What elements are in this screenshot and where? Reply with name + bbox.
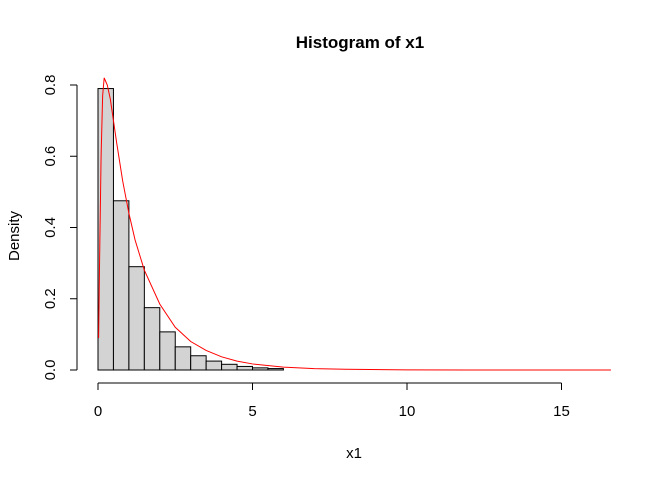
histogram-bar-11 xyxy=(267,368,284,371)
histogram-bar-3 xyxy=(143,307,161,371)
histogram-bar-4 xyxy=(159,331,176,371)
chart-title: Histogram of x1 xyxy=(296,33,424,52)
histogram-bar-1 xyxy=(112,200,130,371)
x-tick-label: 0 xyxy=(94,403,102,420)
y-tick-label: 0.4 xyxy=(42,217,59,238)
histogram-bar-7 xyxy=(205,360,223,371)
x-tick-label: 10 xyxy=(399,403,416,420)
y-tick-label: 0.0 xyxy=(42,360,59,381)
histogram-bars xyxy=(97,88,284,371)
histogram-bar-8 xyxy=(221,363,238,371)
y-axis: 0.0 0.2 0.4 0.6 0.8 xyxy=(42,75,78,381)
x-tick-label: 15 xyxy=(553,403,570,420)
y-tick-label: 0.2 xyxy=(42,288,59,309)
y-axis-label: Density xyxy=(6,210,23,261)
y-tick-label: 0.6 xyxy=(42,146,59,167)
histogram-bar-10 xyxy=(252,367,269,371)
y-tick-label: 0.8 xyxy=(42,75,59,96)
histogram-bar-5 xyxy=(174,346,192,371)
density-curve xyxy=(98,77,611,371)
x-tick-label: 5 xyxy=(248,403,256,420)
histogram-bar-9 xyxy=(236,365,254,371)
histogram-bar-2 xyxy=(128,266,145,371)
histogram-bar-6 xyxy=(190,355,207,371)
x-axis-label: x1 xyxy=(346,445,362,462)
x-axis: 0 5 10 15 xyxy=(94,382,570,420)
